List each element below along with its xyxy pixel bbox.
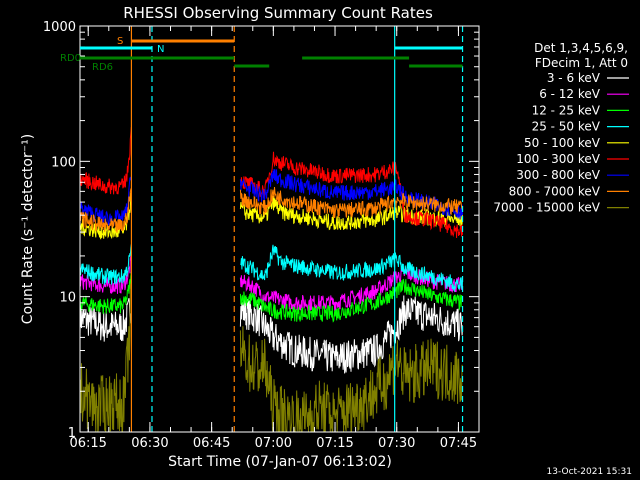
legend-entry-label: 25 - 50 keV xyxy=(532,120,601,134)
legend-entry-label: 7000 - 15000 keV xyxy=(493,201,600,215)
series-trace-segment xyxy=(80,187,132,233)
x-tick-label: 07:45 xyxy=(440,436,477,451)
series-trace-segment xyxy=(239,151,463,239)
x-tick-label: 06:15 xyxy=(69,436,106,451)
series-800-7000-kev xyxy=(80,186,463,233)
x-axis-label: Start Time (07-Jan-07 06:13:02) xyxy=(168,454,392,470)
y-tick-label: 1000 xyxy=(43,20,76,35)
legend-entry-label: 3 - 6 keV xyxy=(547,71,601,85)
flag-label-rd0: RD0 xyxy=(60,53,81,64)
legend: Det 1,3,4,5,6,9, FDecim 1, Att 0 3 - 6 k… xyxy=(493,41,629,215)
flag-label-s: S xyxy=(117,36,123,47)
series-trace-segment xyxy=(80,192,132,240)
series-trace-segment xyxy=(80,298,132,342)
series-12-25-kev xyxy=(80,271,463,323)
series-trace-segment xyxy=(80,127,132,195)
series-trace-segment xyxy=(239,168,463,220)
legend-entry-label: 800 - 7000 keV xyxy=(509,184,601,198)
x-tick-label: 07:15 xyxy=(316,436,353,451)
x-axis: 06:15 06:30 06:45 07:00 07:15 07:30 07:45 xyxy=(69,26,480,451)
y-tick-label: 10 xyxy=(59,291,76,306)
plot-area xyxy=(80,26,464,432)
x-tick-label: 07:30 xyxy=(378,436,415,451)
series-trace-segment xyxy=(239,295,463,374)
series-25-50-kev xyxy=(80,244,463,293)
legend-header-line-2: FDecim 1, Att 0 xyxy=(535,56,628,70)
series-6-12-kev xyxy=(80,256,463,311)
legend-header-line-1: Det 1,3,4,5,6,9, xyxy=(534,41,628,55)
plot-frame xyxy=(79,25,480,433)
y-axis-label: Count Rate (s⁻¹ detector⁻¹) xyxy=(20,134,36,324)
series-100-300-kev xyxy=(80,127,463,239)
flag-label-rd6: RD6 xyxy=(92,62,113,73)
series-trace-segment xyxy=(239,326,463,432)
series-trace-segment xyxy=(80,282,132,432)
x-tick-label: 06:30 xyxy=(131,436,168,451)
series-trace-segment xyxy=(80,244,132,285)
chart-title: RHESSI Observing Summary Count Rates xyxy=(123,4,433,22)
series-trace-segment xyxy=(80,271,132,315)
flag-label-n: N xyxy=(157,44,164,55)
y-axis: 1 10 100 1000 xyxy=(43,20,479,441)
y-tick-label: 1 xyxy=(68,426,76,441)
series-trace-segment xyxy=(240,244,463,293)
legend-entry-label: 12 - 25 keV xyxy=(532,103,601,117)
series-3-6-kev xyxy=(80,295,463,374)
legend-entry-label: 100 - 300 keV xyxy=(516,152,600,166)
x-tick-label: 06:45 xyxy=(193,436,230,451)
series-trace-segment xyxy=(80,256,132,294)
flag-bars: S N RD0 RD6 xyxy=(60,36,463,73)
legend-entry-label: 300 - 800 keV xyxy=(516,168,600,182)
series-trace-segment xyxy=(239,266,463,311)
legend-entry-label: 50 - 100 keV xyxy=(524,136,601,150)
series-trace-segment xyxy=(239,186,463,219)
generated-timestamp: 13-Oct-2021 15:31 xyxy=(547,467,632,477)
series-7000-15000-kev xyxy=(80,282,463,432)
legend-entry-label: 6 - 12 keV xyxy=(539,87,601,101)
y-tick-label: 100 xyxy=(51,155,76,170)
series-trace-segment xyxy=(239,278,463,323)
x-tick-label: 07:00 xyxy=(255,436,292,451)
